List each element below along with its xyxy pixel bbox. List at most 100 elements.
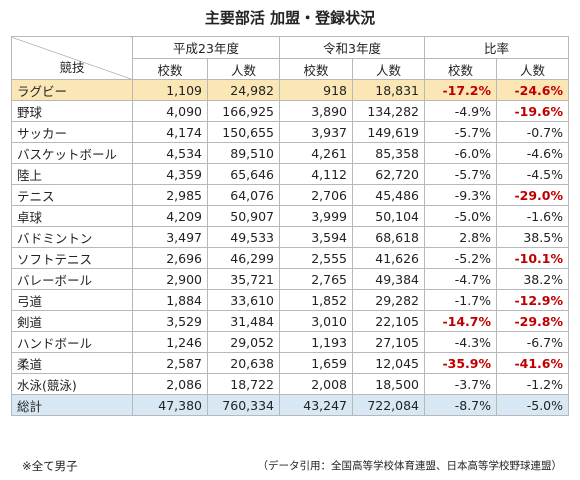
ratio-cell: -12.9%: [496, 289, 570, 311]
ratio-cell: -41.6%: [496, 352, 570, 374]
table-body: ラグビー 1,109 24,982 918 18,831 -17.2% -24.6% 野球 4,…: [11, 79, 570, 416]
value-cell: 24,982: [207, 79, 280, 101]
table-row: 柔道 2,587 20,638 1,659 12,045 -35.9% -41.6%: [11, 352, 570, 374]
table-row: 卓球 4,209 50,907 3,999 50,104 -5.0% -1.6%: [11, 205, 570, 227]
value-cell: 1,193: [279, 331, 353, 353]
ratio-cell: -1.2%: [496, 373, 570, 395]
sport-name-cell: テニス: [11, 184, 133, 206]
value-cell: 20,638: [207, 352, 280, 374]
ratio-cell: -29.0%: [496, 184, 570, 206]
value-cell: 2,555: [279, 247, 353, 269]
value-cell: 35,721: [207, 268, 280, 290]
group-header-r3: 令和3年度: [278, 36, 426, 59]
value-cell: 49,533: [207, 226, 280, 248]
value-cell: 4,174: [132, 121, 208, 143]
sport-name-cell: 剣道: [11, 310, 133, 332]
value-cell: 22,105: [351, 310, 426, 332]
value-cell: 41,626: [351, 247, 426, 269]
value-cell: 46,299: [207, 247, 280, 269]
value-cell: 1,659: [279, 352, 353, 374]
sport-name-cell: 野球: [11, 100, 133, 122]
value-cell: 62,720: [351, 163, 426, 185]
value-cell: 1,852: [279, 289, 353, 311]
value-cell: 1,884: [132, 289, 208, 311]
value-cell: 2,765: [279, 268, 353, 290]
ratio-cell: -1.6%: [496, 205, 570, 227]
ratio-cell: -29.8%: [496, 310, 570, 332]
value-cell: 29,052: [207, 331, 280, 353]
value-cell: 918: [279, 79, 353, 101]
sport-name-cell: バレーボール: [11, 268, 133, 290]
value-cell: 3,594: [279, 226, 353, 248]
footnote: ※全て男子: [22, 459, 78, 473]
value-cell: 2,587: [132, 352, 208, 374]
value-cell: 29,282: [351, 289, 426, 311]
value-cell: 2,008: [279, 373, 353, 395]
table-row: 陸上 4,359 65,646 4,112 62,720 -5.7% -4.5%: [11, 163, 570, 185]
subheader-schools: 校数: [132, 58, 208, 80]
table-row: ラグビー 1,109 24,982 918 18,831 -17.2% -24.6%: [11, 79, 570, 101]
value-cell: 166,925: [207, 100, 280, 122]
sport-name-cell: 陸上: [11, 163, 133, 185]
table-row: 水泳(競泳) 2,086 18,722 2,008 18,500 -3.7% -1.2%: [11, 373, 570, 395]
sport-name-cell: バドミントン: [11, 226, 133, 248]
value-cell: 4,261: [279, 142, 353, 164]
subheader-people: 人数: [496, 58, 570, 80]
page-title: 主要部活 加盟・登録状況: [204, 9, 376, 27]
ratio-cell: -6.7%: [496, 331, 570, 353]
stats-table: 競技 平成23年度 令和3年度 比率 校数 人数 校数 人数 校数 人数 ラグビ…: [11, 36, 570, 416]
value-cell: 65,646: [207, 163, 280, 185]
value-cell: 45,486: [351, 184, 426, 206]
ratio-cell: -3.7%: [424, 373, 498, 395]
value-cell: 85,358: [351, 142, 426, 164]
table-row: バスケットボール 4,534 89,510 4,261 85,358 -6.0% -4.6%: [11, 142, 570, 164]
table-row: 弓道 1,884 33,610 1,852 29,282 -1.7% -12.9%: [11, 289, 570, 311]
value-cell: 3,497: [132, 226, 208, 248]
sport-name-cell: 弓道: [11, 289, 133, 311]
value-cell: 89,510: [207, 142, 280, 164]
value-cell: 2,696: [132, 247, 208, 269]
sport-name-cell: ラグビー: [11, 79, 133, 101]
value-cell: 2,706: [279, 184, 353, 206]
ratio-cell: -1.7%: [424, 289, 498, 311]
value-cell: 149,619: [351, 121, 426, 143]
ratio-cell: -6.0%: [424, 142, 498, 164]
value-cell: 49,384: [351, 268, 426, 290]
ratio-cell: -35.9%: [424, 352, 498, 374]
sport-name-cell: サッカー: [11, 121, 133, 143]
ratio-cell: -4.9%: [424, 100, 498, 122]
ratio-cell: -10.1%: [496, 247, 570, 269]
value-cell: 64,076: [207, 184, 280, 206]
value-cell: 2,086: [132, 373, 208, 395]
value-cell: 4,112: [279, 163, 353, 185]
subheader-schools: 校数: [424, 58, 498, 80]
value-cell: 3,529: [132, 310, 208, 332]
ratio-cell: -4.7%: [424, 268, 498, 290]
value-cell: 18,831: [351, 79, 426, 101]
ratio-cell: -5.2%: [424, 247, 498, 269]
ratio-cell: -5.0%: [496, 394, 570, 416]
value-cell: 18,500: [351, 373, 426, 395]
ratio-cell: 2.8%: [424, 226, 498, 248]
value-cell: 47,380: [132, 394, 208, 416]
table-row: ハンドボール 1,246 29,052 1,193 27,105 -4.3% -6.7%: [11, 331, 570, 353]
value-cell: 4,534: [132, 142, 208, 164]
subheader-schools: 校数: [279, 58, 353, 80]
ratio-cell: -5.7%: [424, 121, 498, 143]
value-cell: 33,610: [207, 289, 280, 311]
subheader-people: 人数: [351, 58, 426, 80]
value-cell: 2,985: [132, 184, 208, 206]
ratio-cell: -4.6%: [496, 142, 570, 164]
value-cell: 134,282: [351, 100, 426, 122]
table-row: ソフトテニス 2,696 46,299 2,555 41,626 -5.2% -10.1%: [11, 247, 570, 269]
value-cell: 3,999: [279, 205, 353, 227]
value-cell: 2,900: [132, 268, 208, 290]
ratio-cell: -19.6%: [496, 100, 570, 122]
table-row: サッカー 4,174 150,655 3,937 149,619 -5.7% -0.7%: [11, 121, 570, 143]
table-row: バドミントン 3,497 49,533 3,594 68,618 2.8% 38.5%: [11, 226, 570, 248]
corner-header: 競技: [11, 36, 133, 80]
value-cell: 50,907: [207, 205, 280, 227]
value-cell: 4,090: [132, 100, 208, 122]
value-cell: 150,655: [207, 121, 280, 143]
table-row: 剣道 3,529 31,484 3,010 22,105 -14.7% -29.8%: [11, 310, 570, 332]
